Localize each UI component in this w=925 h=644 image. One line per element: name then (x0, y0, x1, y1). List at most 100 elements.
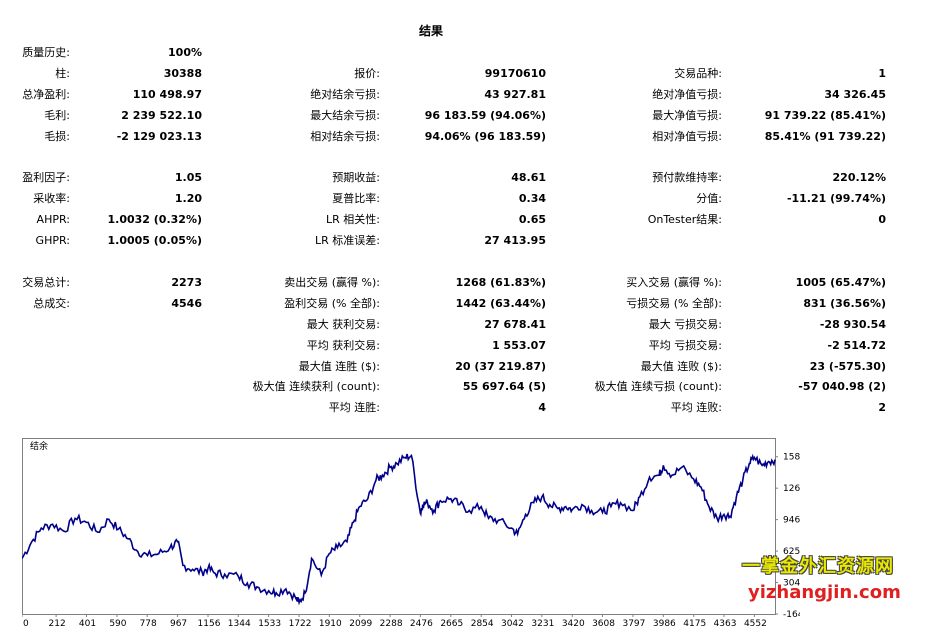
stat-label: 报价: (354, 67, 380, 80)
stat-value: 85.41% (91 739.22) (764, 130, 886, 143)
stat-label: 相对结余亏损: (310, 130, 380, 143)
stat-label: 最大 亏损交易: (648, 318, 722, 331)
stat-label: 分值: (696, 192, 722, 205)
stat-label: 相对净值亏损: (652, 130, 722, 143)
stat-value: 4 (538, 401, 546, 414)
stat-label: 毛损: (44, 130, 70, 143)
stat-label: 最大净值亏损: (652, 109, 722, 122)
stat-value: -11.21 (99.74%) (786, 192, 886, 205)
stat-label: LR 相关性: (326, 213, 380, 226)
stat-label: 绝对净值亏损: (652, 88, 722, 101)
stat-value: 23 (-575.30) (809, 360, 886, 373)
stat-value: 0 (878, 213, 886, 226)
stat-value: 27 413.95 (484, 234, 546, 247)
x-tick-label: 2099 (349, 619, 372, 628)
stat-label: 平均 亏损交易: (648, 339, 722, 352)
stat-value: 4546 (171, 297, 202, 310)
stat-label: 总净盈利: (22, 88, 70, 101)
stat-value: 220.12% (832, 171, 886, 184)
stat-label: 亏损交易 (% 全部): (626, 297, 722, 310)
y-tick-label: 126778 (783, 484, 800, 494)
stat-label: 交易总计: (22, 276, 70, 289)
stat-label: 极大值 连续获利 (count): (252, 380, 380, 393)
x-tick-label: 1344 (228, 619, 251, 628)
stat-label: 卖出交易 (赢得 %): (284, 276, 380, 289)
stat-value: 27 678.41 (484, 318, 546, 331)
x-tick-label: 3797 (622, 619, 645, 628)
stat-label: 质量历史: (22, 46, 70, 59)
x-tick-label: 2665 (440, 619, 463, 628)
stat-value: -2 129 023.13 (116, 130, 202, 143)
x-tick-label: 3231 (531, 619, 554, 628)
x-tick-label: 1533 (258, 619, 281, 628)
stat-value: 55 697.64 (5) (462, 380, 546, 393)
x-tick-label: 4363 (714, 619, 737, 628)
stat-value: 0.65 (518, 213, 546, 226)
x-tick-label: 1910 (319, 619, 342, 628)
stat-value: 1005 (65.47%) (795, 276, 886, 289)
stat-label: 极大值 连续亏损 (count): (594, 380, 722, 393)
stat-value: 1.0032 (0.32%) (107, 213, 203, 226)
stat-label: GHPR: (35, 234, 70, 247)
y-tick-label: -1649 (783, 610, 800, 620)
stat-value: 94.06% (96 183.59) (424, 130, 546, 143)
stat-label: 最大结余亏损: (310, 109, 380, 122)
stat-value: -57 040.98 (2) (798, 380, 886, 393)
stat-label: 平均 获利交易: (306, 339, 380, 352)
stat-value: 1 (878, 67, 886, 80)
y-tick-label: 30458 (783, 579, 800, 589)
stat-value: 1268 (61.83%) (455, 276, 546, 289)
stat-label: 平均 连胜: (328, 401, 380, 414)
stat-value: 99170610 (484, 67, 546, 80)
stat-label: 预付款维持率: (652, 171, 722, 184)
balance-line (22, 453, 776, 606)
stat-label: 预期收益: (332, 171, 380, 184)
x-tick-label: 2854 (471, 619, 494, 628)
stat-value: 43 927.81 (484, 88, 546, 101)
stat-value: 1.20 (174, 192, 202, 205)
x-tick-label: 212 (49, 619, 66, 628)
watermark-cn: 一掌金外汇资源网 (742, 556, 894, 577)
x-tick-label: 590 (109, 619, 126, 628)
x-tick-label: 3042 (501, 619, 524, 628)
x-tick-label: 778 (140, 619, 157, 628)
stat-label: 毛利: (44, 109, 70, 122)
stat-value: 1442 (63.44%) (455, 297, 546, 310)
stat-label: 盈利交易 (% 全部): (284, 297, 380, 310)
stat-value: 91 739.22 (85.41%) (764, 109, 886, 122)
x-tick-label: 1722 (289, 619, 312, 628)
stat-value: 48.61 (511, 171, 546, 184)
stat-value: 30388 (163, 67, 202, 80)
x-tick-label: 4552 (744, 619, 767, 628)
stat-value: 1 553.07 (492, 339, 546, 352)
chart-x-axis: 0 212 401 590 778 967 1156 1344 1533 1722 1910 2099… (22, 614, 767, 628)
stat-label: 夏普比率: (332, 192, 380, 205)
stat-label: 最大 获利交易: (306, 318, 380, 331)
x-tick-label: 4175 (683, 619, 706, 628)
stat-label: 采收率: (33, 192, 70, 205)
stat-value: 96 183.59 (94.06%) (424, 109, 546, 122)
results-title: 结果 (418, 24, 443, 38)
stat-label: 绝对结余亏损: (310, 88, 380, 101)
x-tick-label: 3608 (592, 619, 615, 628)
x-tick-label: 2476 (410, 619, 433, 628)
stat-label: 最大值 连胜 ($): (298, 360, 380, 373)
stat-label: 最大值 连败 ($): (640, 360, 722, 373)
y-tick-label: 62564 (783, 547, 800, 557)
stat-value: 20 (37 219.87) (455, 360, 546, 373)
chart-y-axis: -1649 30458 62564 94671 126778 158885 (775, 453, 800, 620)
x-tick-label: 0 (23, 619, 29, 628)
chart-series (22, 453, 776, 606)
chart-plot-frame (22, 438, 776, 615)
x-tick-label: 3420 (562, 619, 585, 628)
stat-value: 110 498.97 (132, 88, 202, 101)
stat-value: 2 239 522.10 (121, 109, 202, 122)
stat-label: LR 标准误差: (315, 234, 380, 247)
stat-value: -2 514.72 (827, 339, 887, 352)
stat-value: 2 (878, 401, 886, 414)
x-tick-label: 1156 (198, 619, 221, 628)
stat-value: 100% (168, 46, 202, 59)
y-tick-label: 158885 (783, 453, 800, 463)
chart-title: 结余 (30, 440, 48, 452)
balance-chart: 结余 0 212 401 590 778 967 1156 1344 1533 1722 1910 2… (22, 438, 800, 628)
